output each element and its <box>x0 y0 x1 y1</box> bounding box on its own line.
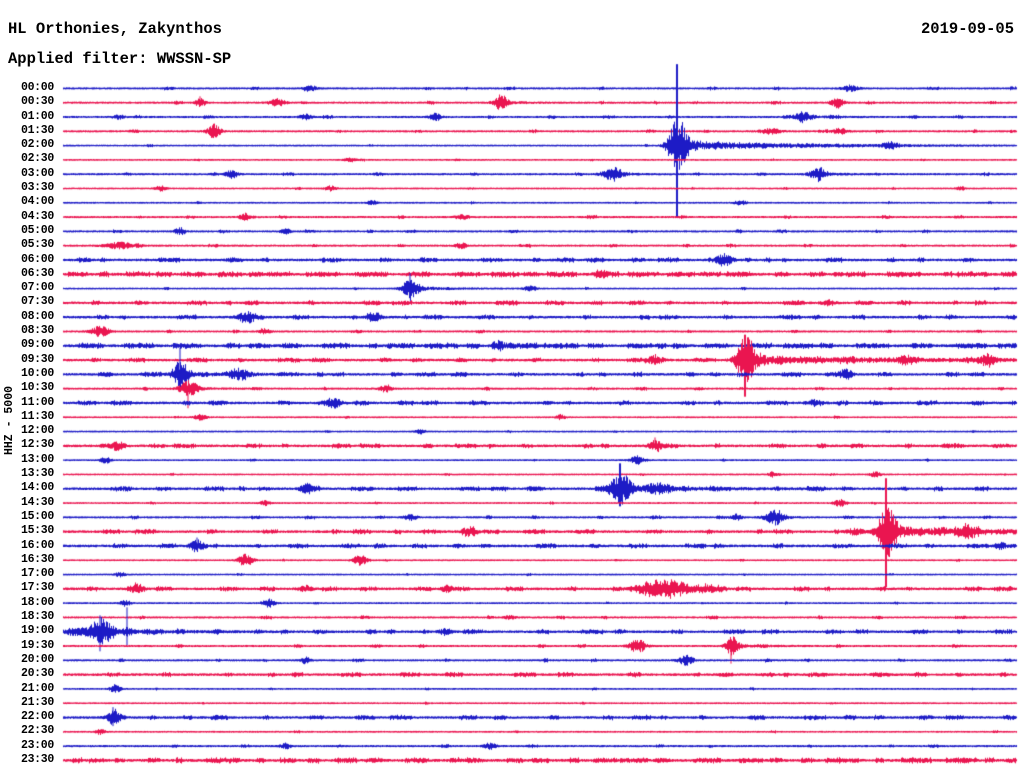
time-label: 17:30 <box>20 581 54 595</box>
station-title: HL Orthonies, Zakynthos <box>8 20 222 38</box>
time-label: 12:00 <box>20 424 54 438</box>
time-label: 10:00 <box>20 366 54 380</box>
time-label: 13:30 <box>20 467 54 481</box>
time-label: 02:00 <box>20 138 54 152</box>
filter-label: Applied filter: WWSSN-SP <box>8 50 232 68</box>
time-label: 20:00 <box>20 652 54 666</box>
time-label: 02:30 <box>20 152 54 166</box>
time-label: 06:30 <box>20 266 54 280</box>
date-label: 2019-09-05 <box>920 20 1014 38</box>
time-label: 04:30 <box>20 209 54 223</box>
time-label: 14:00 <box>20 481 54 495</box>
time-label: 16:00 <box>20 538 54 552</box>
time-label: 12:30 <box>20 438 54 452</box>
time-label: 05:30 <box>20 238 54 252</box>
time-label: 13:00 <box>20 452 54 466</box>
time-label: 19:30 <box>20 638 54 652</box>
time-label: 17:00 <box>20 567 54 581</box>
time-label: 15:30 <box>20 524 54 538</box>
time-label: 01:30 <box>20 123 54 137</box>
time-label: 09:00 <box>20 338 54 352</box>
time-label: 20:30 <box>20 667 54 681</box>
time-label: 18:30 <box>20 610 54 624</box>
time-label: 15:00 <box>20 509 54 523</box>
time-label: 04:00 <box>20 195 54 209</box>
time-label: 16:30 <box>20 552 54 566</box>
time-label: 08:00 <box>20 309 54 323</box>
time-label: 23:30 <box>20 753 54 766</box>
time-label: 11:30 <box>20 409 54 423</box>
time-label: 21:30 <box>20 695 54 709</box>
time-label: 00:30 <box>20 95 54 109</box>
time-label: 05:00 <box>20 223 54 237</box>
time-label: 00:00 <box>20 81 54 94</box>
time-label: 11:00 <box>20 395 54 409</box>
time-label: 18:00 <box>20 595 54 609</box>
time-label: 03:30 <box>20 181 54 195</box>
time-label: 06:00 <box>20 252 54 266</box>
time-label: 19:00 <box>20 624 54 638</box>
time-label: 10:30 <box>20 381 54 395</box>
time-label: 01:00 <box>20 109 54 123</box>
time-label: 22:00 <box>20 710 54 724</box>
time-label: 14:30 <box>20 495 54 509</box>
time-label: 07:30 <box>20 295 54 309</box>
time-label: 21:00 <box>20 681 54 695</box>
time-label: 03:00 <box>20 166 54 180</box>
time-label: 09:30 <box>20 352 54 366</box>
time-label: 07:00 <box>20 281 54 295</box>
time-label: 08:30 <box>20 324 54 338</box>
time-label: 23:00 <box>20 738 54 752</box>
time-label: 22:30 <box>20 724 54 738</box>
